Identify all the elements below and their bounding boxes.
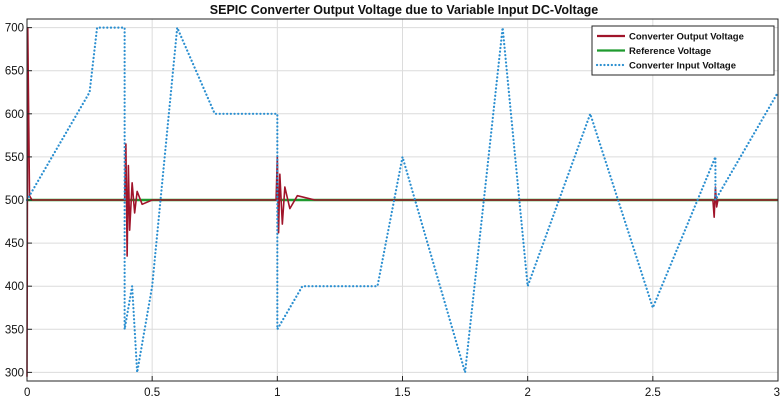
grid-lines	[26, 19, 779, 381]
y-tick-label: 350	[5, 324, 24, 336]
y-tick-label: 700	[5, 23, 24, 35]
x-tick-label: 0	[24, 387, 30, 399]
y-tick-label: 450	[5, 238, 24, 250]
series-layer	[25, 26, 780, 377]
x-tick-label: 0.5	[144, 387, 160, 399]
x-tick-label: 2	[524, 387, 530, 399]
chart-title: SEPIC Converter Output Voltage due to Va…	[210, 3, 599, 17]
x-tick-label: 1	[274, 387, 280, 399]
legend-label-0: Converter Output Voltage	[629, 32, 744, 43]
y-tick-label: 550	[5, 152, 24, 164]
x-tick-label: 1.5	[395, 387, 411, 399]
legend-label-2: Converter Input Voltage	[629, 61, 736, 72]
legend: Converter Output Voltage Reference Voltag…	[591, 25, 775, 76]
y-tick-label: 500	[5, 195, 24, 207]
tick-labels: 0 0.5 1 1.5 2 2.5 3 300 350 400 450 500 550 600 650 700	[5, 23, 780, 399]
y-tick-label: 600	[5, 109, 24, 121]
axes	[26, 18, 779, 382]
x-tick-label: 3	[774, 387, 780, 399]
y-tick-label: 400	[5, 281, 24, 293]
legend-label-1: Reference Voltage	[629, 46, 711, 57]
x-tick-label: 2.5	[645, 387, 661, 399]
y-tick-label: 650	[5, 66, 24, 78]
series-line-2	[25, 26, 780, 374]
y-tick-label: 300	[5, 367, 24, 379]
